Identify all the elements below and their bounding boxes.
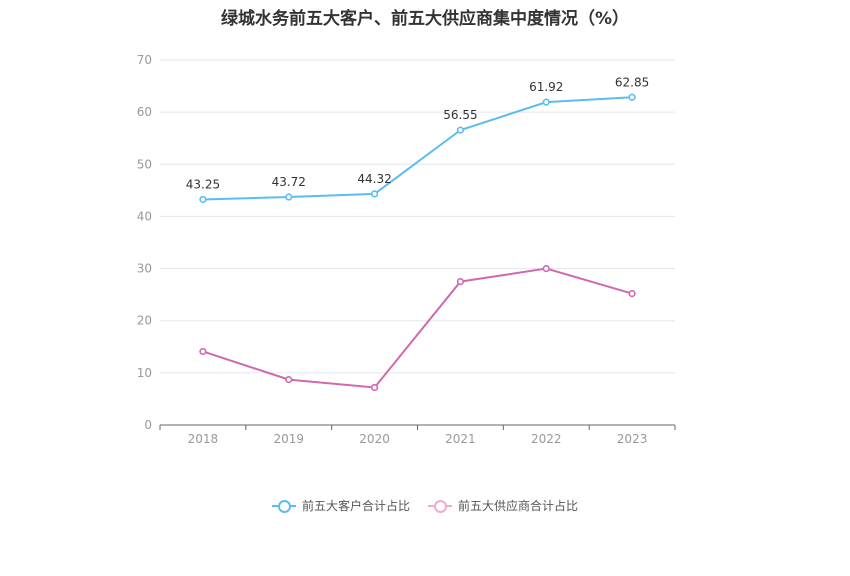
data-point [370,383,379,392]
legend-label-suppliers: 前五大供应商合计占比 [458,499,579,513]
legend[interactable]: 前五大客户合计占比 前五大供应商合计占比 [0,497,850,514]
data-label: 43.72 [272,175,306,189]
data-label: 44.32 [357,172,391,186]
x-tick-label: 2019 [273,432,304,446]
chart-title: 绿城水务前五大客户、前五大供应商集中度情况（%） [220,9,630,29]
y-tick-label: 40 [137,209,152,223]
legend-label-customers: 前五大客户合计占比 [301,499,410,513]
y-tick-label: 50 [137,157,152,171]
legend-item-suppliers[interactable]: 前五大供应商合计占比 [428,497,578,514]
data-point [628,93,636,101]
data-point [456,278,465,286]
y-tick-label: 30 [137,262,152,276]
y-tick-label: 0 [144,418,152,432]
data-point [285,193,293,201]
data-point [199,347,207,356]
data-point [456,126,465,134]
x-tick-label: 2018 [188,432,219,446]
x-tick-label: 2020 [359,432,390,446]
y-tick-label: 60 [137,105,152,119]
x-tick-label: 2023 [617,432,648,446]
data-point [285,376,293,384]
data-point [199,195,207,204]
series-line-2 [202,267,633,389]
x-tick-label: 2021 [445,432,476,446]
data-label: 61.92 [529,80,563,94]
data-point [542,98,550,106]
x-tick-label: 2022 [531,432,562,446]
y-tick-label: 70 [137,53,152,67]
data-point [370,190,379,198]
data-point [628,290,636,298]
y-tick-label: 10 [137,366,152,380]
series-line-1 [202,96,633,201]
legend-line-icon [428,499,452,513]
data-label: 56.55 [443,108,477,122]
legend-item-customers[interactable]: 前五大客户合计占比 [271,497,410,514]
data-label: 43.25 [186,177,220,191]
legend-line-icon [271,499,296,513]
data-point [542,264,550,273]
data-label: 62.85 [615,75,649,89]
y-tick-label: 20 [137,314,152,328]
